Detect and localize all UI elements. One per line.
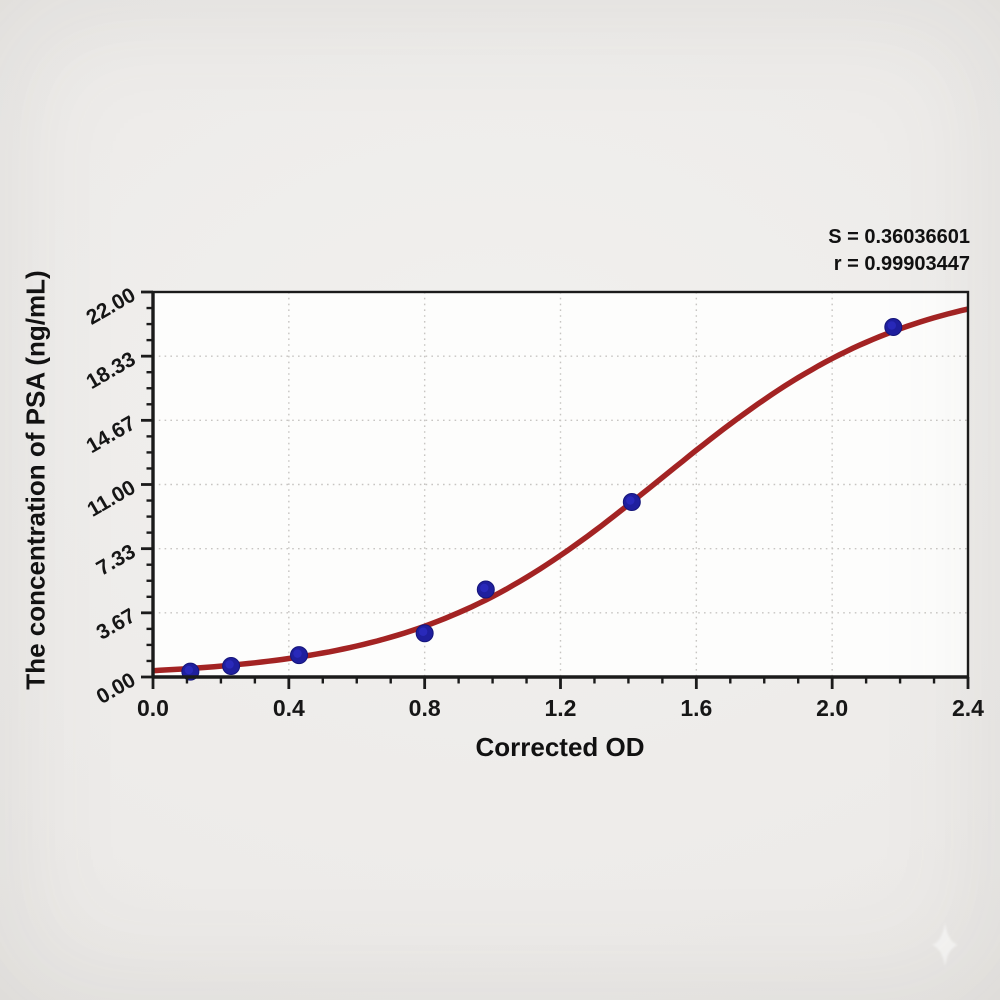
y-tick-label: 3.67 [93,604,140,644]
data-point-highlight [626,496,635,505]
data-point-highlight [225,660,234,669]
x-tick-label: 0.8 [409,695,441,721]
data-point-highlight [480,583,489,593]
y-tick-label: 0.00 [93,668,140,708]
fit-curve [153,306,968,674]
fit-statistics: S = 0.36036601 r = 0.99903447 [828,224,970,278]
y-axis-title: The concentration of PSA (ng/mL) [20,270,51,690]
y-tick-label: 11.00 [83,476,139,522]
y-tick-label: 7.33 [93,540,140,580]
x-tick-label: 1.6 [680,695,712,721]
y-tick-label: 22.00 [82,283,139,329]
data-point-highlight [293,649,302,658]
y-tick-label: 18.33 [82,348,139,394]
fit-r-value: r = 0.99903447 [833,253,970,275]
x-tick-label: 0.4 [273,695,305,721]
x-tick-label: 1.2 [545,695,577,721]
data-point-highlight [887,321,896,330]
fit-s-value: S = 0.36036601 [828,226,970,248]
data-point-highlight [418,627,428,636]
x-tick-label: 2.4 [952,695,984,721]
y-tick-label: 14.67 [82,412,139,458]
data-point-highlight [184,665,194,675]
sparkle-watermark-icon [932,923,958,967]
x-axis-title: Corrected OD [475,732,645,762]
x-tick-label: 0.0 [137,695,169,721]
x-tick-label: 2.0 [816,695,848,721]
